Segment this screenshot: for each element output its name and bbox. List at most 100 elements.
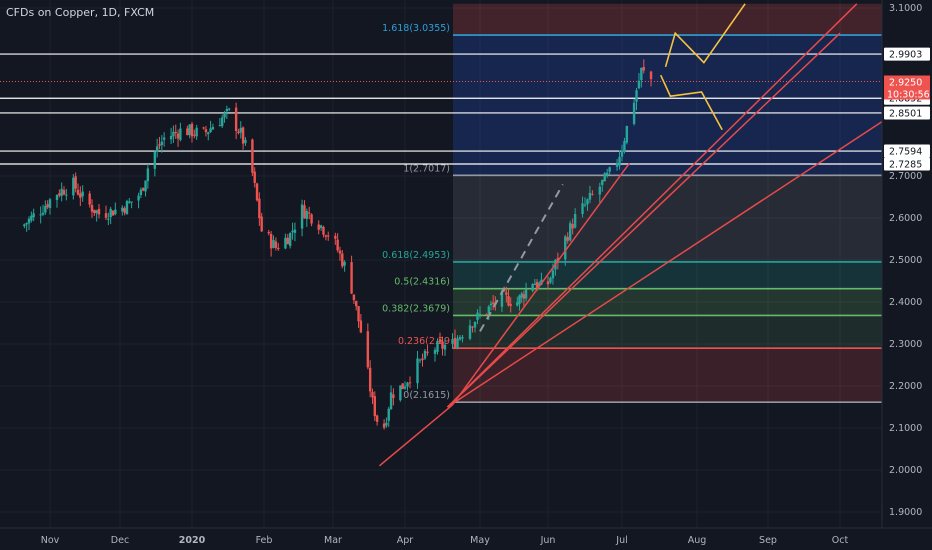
candle-body (453, 337, 457, 348)
candle-body (327, 235, 330, 237)
candle-body (142, 188, 145, 191)
fib-zone (453, 288, 882, 316)
candle-body (418, 359, 422, 361)
candle-body (649, 71, 653, 80)
y-tick-label: 2.3000 (889, 339, 922, 350)
candle-body (522, 294, 526, 299)
candle-body (227, 108, 231, 110)
y-tick-label: 2.6000 (889, 213, 922, 224)
candle-body (186, 128, 189, 136)
candle-body (366, 331, 370, 368)
candle-body (399, 385, 402, 401)
projection-arrow-up (664, 3, 746, 68)
fib-zone (453, 348, 882, 403)
fib-zone (453, 35, 882, 176)
candle-body (478, 313, 482, 315)
candle-body (566, 237, 569, 241)
candle-body (286, 237, 289, 245)
candle-body (359, 320, 363, 333)
candle-body (293, 229, 297, 233)
candle-body (571, 224, 574, 229)
candle-body (324, 235, 328, 237)
candle-body (389, 392, 393, 410)
candle-body (401, 383, 404, 390)
candle-body (104, 213, 108, 218)
candle-body (637, 80, 641, 89)
fib-level-label: 0(2.1615) (403, 390, 450, 401)
chart-title: CFDs on Copper, 1D, FXCM (6, 6, 155, 19)
candle-body (591, 193, 594, 195)
price-tag-label: 2.7285 (889, 160, 922, 171)
candle-body (44, 205, 47, 213)
candle-body (625, 125, 629, 143)
candle-body (476, 312, 479, 321)
candle-body (573, 214, 577, 228)
candle-body (387, 408, 390, 421)
candle-body (95, 210, 98, 214)
candle-body (500, 290, 504, 307)
candle-body (160, 141, 164, 145)
candle-body (288, 233, 292, 246)
candle-body (176, 133, 180, 139)
candle-body (461, 337, 464, 339)
candle-body (620, 150, 624, 157)
price-tag (884, 157, 930, 171)
candle-body (260, 216, 263, 232)
candle-body (172, 131, 175, 137)
candle-body (382, 423, 386, 428)
price-tag (884, 106, 930, 120)
candle-body (421, 358, 424, 361)
candle-body (267, 231, 270, 234)
candle-body (128, 201, 131, 203)
fib-level-label: 0.5(2.4316) (394, 277, 450, 288)
candle-body (239, 127, 242, 133)
candle-body (253, 171, 256, 183)
candle-body (549, 277, 552, 283)
candle-body (433, 349, 437, 354)
candle-body (441, 341, 444, 349)
y-tick-label: 1.9000 (889, 507, 922, 518)
candle-body (368, 367, 372, 392)
countdown-label: 10:30:56 (887, 90, 930, 101)
candle-body (531, 284, 534, 291)
candle-body (30, 215, 33, 221)
candle-body (190, 123, 194, 137)
candle-body (223, 112, 226, 118)
candle-body (551, 270, 555, 279)
current-price-label: 2.9250 (889, 78, 922, 89)
candle-body (403, 386, 407, 389)
candle-body (153, 151, 157, 169)
candle-body (350, 262, 353, 294)
candle-body (509, 304, 512, 306)
candle-body (60, 188, 63, 196)
candle-body (385, 422, 388, 426)
candle-body (524, 289, 528, 299)
candle-body (308, 212, 311, 214)
fan-line-base (378, 404, 453, 467)
candle-body (211, 126, 215, 130)
candle-body (139, 189, 143, 196)
candle-body (146, 168, 150, 182)
price-tag-label: 2.8501 (889, 108, 922, 119)
x-tick-label: Aug (688, 535, 707, 546)
x-tick-label: Mar (324, 535, 342, 546)
candle-body (406, 382, 409, 387)
candle-body (640, 67, 643, 81)
candle-body (244, 139, 247, 144)
candle-body (41, 212, 45, 215)
candle-body (375, 415, 379, 422)
candle-body (608, 167, 611, 172)
y-tick-label: 2.4000 (889, 297, 922, 308)
fib-level-label: 0.382(2.3679) (382, 303, 450, 314)
candle-body (209, 128, 212, 133)
fib-level-label: 0.236(2.29 (398, 336, 450, 347)
candle-body (25, 223, 28, 225)
fan-line (446, 3, 858, 408)
candle-body (317, 224, 320, 230)
candle-body (284, 237, 287, 249)
candle-body (123, 208, 126, 213)
candle-body (598, 186, 601, 195)
fib-level-label: 1(2.7017) (403, 163, 450, 174)
candle-body (81, 191, 84, 197)
